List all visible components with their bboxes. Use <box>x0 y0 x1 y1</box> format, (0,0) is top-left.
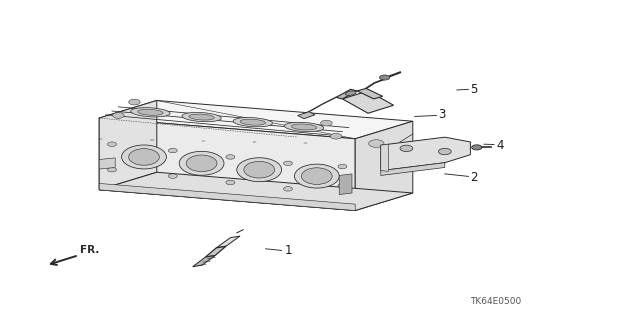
Circle shape <box>284 187 292 191</box>
Ellipse shape <box>138 109 163 115</box>
Polygon shape <box>99 118 355 211</box>
Polygon shape <box>205 246 226 257</box>
Polygon shape <box>298 112 315 119</box>
Polygon shape <box>216 236 240 248</box>
Ellipse shape <box>186 155 217 172</box>
Circle shape <box>438 148 451 155</box>
Circle shape <box>129 99 140 105</box>
Text: 5: 5 <box>470 83 478 96</box>
Polygon shape <box>99 183 355 211</box>
Text: 1: 1 <box>285 244 292 257</box>
Polygon shape <box>381 137 470 171</box>
Circle shape <box>168 174 177 178</box>
Polygon shape <box>355 121 413 211</box>
Ellipse shape <box>129 149 159 165</box>
Polygon shape <box>193 256 215 267</box>
Polygon shape <box>357 88 383 99</box>
Polygon shape <box>99 158 115 169</box>
Circle shape <box>108 167 116 172</box>
Ellipse shape <box>182 112 221 122</box>
Ellipse shape <box>301 168 332 184</box>
Circle shape <box>108 142 116 146</box>
Ellipse shape <box>131 108 170 117</box>
Circle shape <box>168 148 177 153</box>
Polygon shape <box>99 172 413 211</box>
Circle shape <box>113 113 124 118</box>
Circle shape <box>381 146 397 154</box>
Ellipse shape <box>233 117 273 127</box>
Ellipse shape <box>284 122 324 132</box>
Circle shape <box>330 133 342 139</box>
Circle shape <box>338 164 347 169</box>
Polygon shape <box>381 144 388 171</box>
Polygon shape <box>99 100 413 139</box>
Ellipse shape <box>240 119 266 125</box>
Text: 3: 3 <box>438 108 446 121</box>
Circle shape <box>226 180 235 185</box>
Polygon shape <box>336 89 357 99</box>
Polygon shape <box>381 163 445 175</box>
Ellipse shape <box>237 158 282 182</box>
Ellipse shape <box>244 161 275 178</box>
Ellipse shape <box>189 114 214 120</box>
Ellipse shape <box>346 91 356 95</box>
Ellipse shape <box>179 152 224 175</box>
Circle shape <box>321 120 332 126</box>
Ellipse shape <box>291 124 317 130</box>
Text: TK64E0500: TK64E0500 <box>470 297 522 306</box>
Circle shape <box>472 145 482 150</box>
Circle shape <box>338 183 347 188</box>
Text: FR.: FR. <box>80 245 99 255</box>
Ellipse shape <box>294 164 339 188</box>
Circle shape <box>284 161 292 166</box>
Polygon shape <box>339 174 352 195</box>
Circle shape <box>380 75 390 80</box>
Polygon shape <box>99 100 157 190</box>
Circle shape <box>400 145 413 152</box>
Ellipse shape <box>122 145 166 169</box>
Circle shape <box>394 152 410 160</box>
Text: 4: 4 <box>496 139 504 152</box>
Circle shape <box>226 155 235 159</box>
Text: 2: 2 <box>470 171 478 183</box>
Polygon shape <box>342 91 394 113</box>
Circle shape <box>369 140 384 147</box>
